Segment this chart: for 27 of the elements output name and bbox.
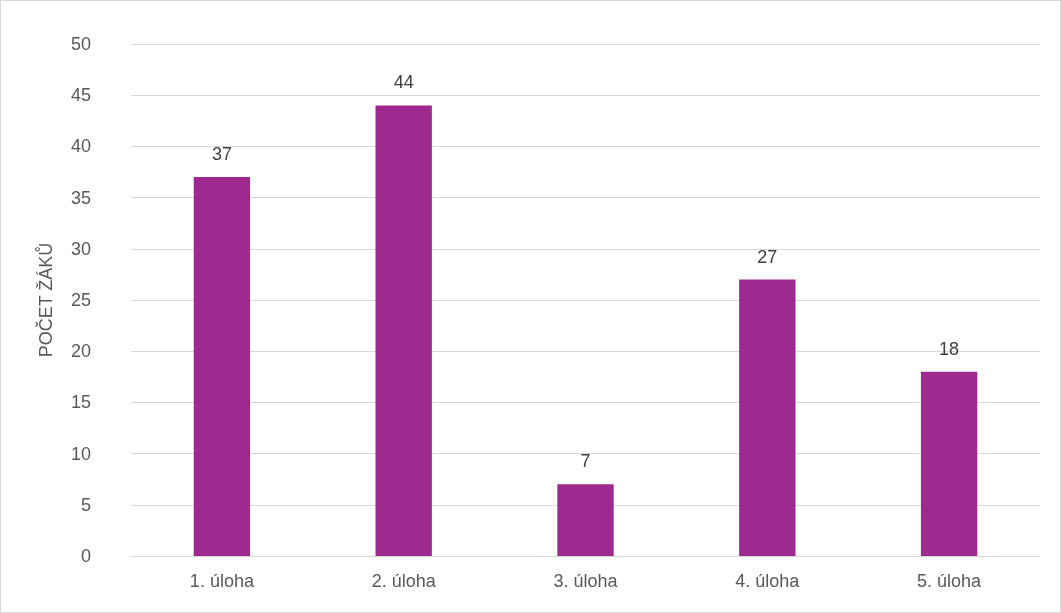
data-label: 27: [757, 246, 778, 267]
bar: [739, 279, 796, 556]
y-tick-label: 0: [80, 546, 91, 566]
y-axis-title: POČET ŽÁKŮ: [35, 242, 56, 358]
x-tick-label: 2. úloha: [371, 571, 437, 591]
bar: [375, 105, 432, 556]
x-tick-label: 1. úloha: [189, 571, 255, 591]
y-tick-label: 30: [70, 238, 91, 259]
x-tick-label: 5. úloha: [917, 571, 983, 591]
data-label: 37: [211, 144, 232, 165]
y-tick-label: 50: [70, 34, 91, 54]
data-label: 18: [939, 338, 960, 359]
y-tick-label: 40: [70, 136, 91, 157]
y-tick-label: 5: [80, 494, 91, 515]
y-tick-label: 20: [70, 341, 91, 362]
y-tick-label: 10: [70, 443, 91, 464]
y-tick-label: 25: [70, 290, 91, 310]
x-tick-label: 3. úloha: [553, 571, 619, 591]
bar: [557, 484, 614, 556]
y-tick-label: 15: [70, 392, 91, 413]
y-tick-label: 35: [70, 187, 91, 208]
bar: [920, 371, 978, 556]
bar: [193, 177, 251, 556]
data-label: 44: [393, 72, 414, 93]
x-tick-label: 4. úloha: [735, 571, 801, 591]
data-label: 7: [580, 451, 591, 472]
y-tick-label: 45: [70, 85, 91, 106]
